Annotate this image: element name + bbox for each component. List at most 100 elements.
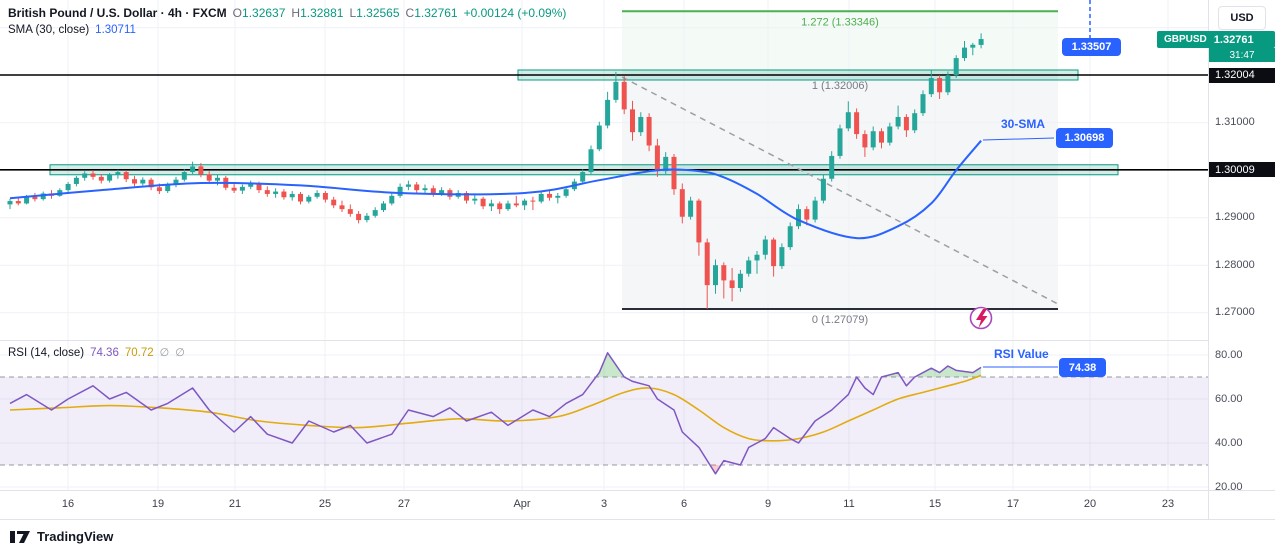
fib-anchor-price-badge[interactable]: 1.33507 [1062, 38, 1121, 56]
candle-body [737, 273, 743, 288]
time-axis-tick: 9 [764, 498, 772, 510]
rsi-band [0, 377, 1208, 465]
fib-level-label: 1.272 (1.33346) [801, 16, 879, 28]
candle-body [306, 196, 312, 202]
sma-30-line[interactable] [9, 140, 982, 240]
footer-bar: TradingView [0, 519, 1275, 553]
rsi-ma-legend-value: 70.72 [124, 347, 154, 359]
tradingview-logo-icon[interactable] [9, 530, 31, 544]
candle-body [40, 193, 46, 200]
price-axis[interactable]: USD 1.31000 1.29000 1.28000 1.27000 1.32004 1… [1208, 0, 1275, 493]
candle-body [281, 191, 287, 198]
fib-zone-extension[interactable] [622, 11, 1058, 75]
sma-legend[interactable]: SMA (30, close) 1.30711 [8, 24, 136, 36]
candle-body [895, 116, 901, 127]
pane-divider[interactable] [0, 340, 1275, 341]
candle-body [24, 196, 30, 204]
rsi-legend-name[interactable]: RSI (14, close) [8, 347, 85, 359]
rsi-ma-line [9, 374, 982, 442]
symbol-title[interactable]: British Pound / U.S. Dollar · 4h · FXCM [8, 6, 227, 20]
candle-body [472, 198, 478, 201]
candle-body [513, 203, 519, 206]
sma-value-badge[interactable]: 1.30698 [1056, 128, 1113, 148]
candle-body [347, 209, 353, 214]
candle-body [862, 134, 868, 148]
candle-body [464, 192, 469, 201]
candle-body [978, 39, 984, 45]
candle-body [804, 209, 810, 220]
candle-body [372, 210, 378, 216]
fib-level-label: 1 (1.32006) [812, 80, 868, 92]
candle-body [829, 155, 835, 179]
sma-legend-name[interactable]: SMA (30, close) [8, 24, 90, 36]
ohlc-open-label: O [232, 6, 243, 20]
time-axis-tick: 23 [1161, 498, 1175, 510]
fib-zone-body[interactable] [622, 74, 1058, 309]
last-price-badge: GBPUSD 1.32761 [1157, 31, 1275, 48]
candle-body [98, 176, 104, 181]
candle-body [937, 78, 943, 93]
candle-body [132, 179, 137, 184]
candle-body [322, 192, 328, 200]
candle-body [522, 200, 528, 206]
candle-body [953, 58, 959, 76]
rsi-value-badge[interactable]: 74.38 [1059, 358, 1106, 377]
candle-body [912, 113, 918, 131]
candle-body [7, 201, 13, 205]
candle-body [671, 156, 677, 190]
candle-body [256, 183, 262, 191]
time-axis[interactable]: 16 19 21 25 27 Apr 3 6 9 11 15 17 20 23 [0, 490, 1275, 519]
candle-body [663, 156, 669, 172]
price-axis-tick: 1.31000 [1215, 116, 1255, 129]
rsi-callout-label[interactable]: RSI Value [994, 347, 1049, 361]
candle-body [414, 184, 420, 191]
candle-body [679, 189, 685, 217]
candle-body [73, 177, 79, 184]
currency-toggle-usd[interactable]: USD [1218, 6, 1266, 30]
candle-body [140, 179, 146, 184]
candle-body [331, 199, 337, 206]
ohlc-close-value: 1.32761 [414, 6, 458, 20]
price-axis-tick: 1.28000 [1215, 258, 1255, 271]
tradingview-logo-text[interactable]: TradingView [37, 529, 114, 544]
candle-body [422, 188, 428, 191]
candle-body [405, 184, 411, 187]
ohlc-low-label: L [349, 6, 357, 20]
axis-divider-vertical [1208, 0, 1209, 519]
downtrend-dashed-line[interactable] [621, 76, 1059, 305]
candle-body [547, 193, 552, 198]
candle-body [65, 183, 71, 191]
time-axis-tick: 27 [397, 498, 411, 510]
candle-body [696, 200, 702, 243]
candle-body [787, 226, 793, 248]
candle-body [928, 78, 934, 95]
candle-body [289, 193, 295, 198]
rsi-axis-tick: 60.00 [1215, 392, 1243, 405]
rsi-legend[interactable]: RSI (14, close) 74.36 70.72 ∅ ∅ [8, 346, 185, 359]
rsi-hidden-plot-icon: ∅ [159, 347, 170, 359]
candle-body [605, 99, 611, 126]
candle-body [654, 145, 660, 172]
candle-body [820, 178, 826, 201]
candle-body [148, 179, 154, 188]
candle-body [497, 203, 503, 210]
candle-body [580, 172, 586, 182]
candle-body [530, 200, 536, 202]
ohlc-high-label: H [291, 6, 301, 20]
time-axis-tick: 16 [61, 498, 75, 510]
candle-body [397, 186, 403, 196]
time-axis-tick: Apr [513, 498, 531, 510]
symbol-legend[interactable]: British Pound / U.S. Dollar · 4h · FXCM O… [8, 6, 566, 20]
candle-body [90, 173, 96, 177]
candle-body [206, 174, 212, 181]
candle-body [190, 166, 196, 173]
sma-callout-label[interactable]: 30-SMA [1001, 117, 1046, 131]
candle-body [339, 205, 345, 210]
chart-canvas[interactable]: 1.272 (1.33346) 1 (1.32006) 0 (1.27079) [0, 0, 1208, 490]
candle-body [870, 131, 876, 148]
price-axis-tick: 1.27000 [1215, 306, 1255, 319]
candle-body [264, 190, 270, 194]
candle-body [729, 280, 735, 288]
candle-body [15, 201, 21, 204]
ohlc-high-value: 1.32881 [300, 6, 344, 20]
